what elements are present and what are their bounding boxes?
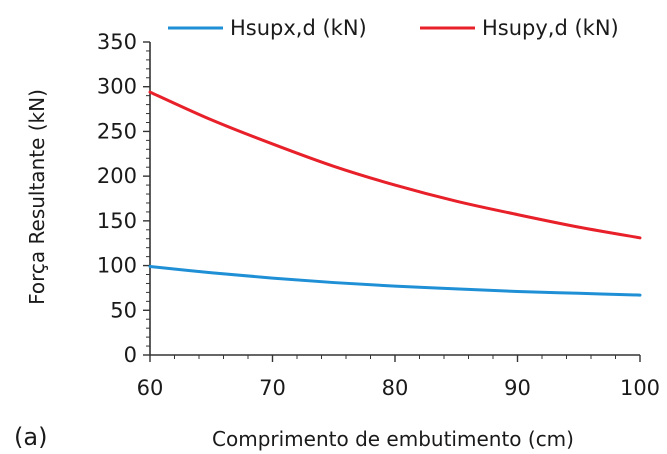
x-tick-label: 90	[504, 376, 531, 400]
x-axis-title: Comprimento de embutimento (cm)	[212, 427, 574, 451]
y-tick-label: 250	[97, 119, 137, 143]
series-layer	[148, 90, 642, 297]
x-tick-label: 80	[382, 376, 409, 400]
y-tick-label: 350	[97, 30, 137, 54]
series-line-hsupx	[148, 264, 642, 297]
y-tick-label: 150	[97, 209, 137, 233]
x-tick-label: 70	[259, 376, 286, 400]
x-tick-label: 60	[137, 376, 164, 400]
legend: Hsupx,d (kN) Hsupy,d (kN)	[168, 16, 619, 40]
x-tick-label: 100	[620, 376, 660, 400]
legend-label-hsupy: Hsupy,d (kN)	[482, 16, 619, 40]
panel-label: (a)	[14, 423, 47, 451]
y-tick-label: 50	[110, 298, 137, 322]
y-tick-label: 200	[97, 164, 137, 188]
y-axis-title: Força Resultante (kN)	[25, 89, 49, 305]
y-tick-label: 0	[124, 343, 137, 367]
series-line-hsupy	[148, 90, 642, 240]
y-tick-label: 300	[97, 75, 137, 99]
y-tick-label: 100	[97, 254, 137, 278]
legend-label-hsupx: Hsupx,d (kN)	[230, 16, 367, 40]
plot-area: 0 50 100 150 200 250 300 350 60 70 80 90 100	[97, 30, 660, 400]
